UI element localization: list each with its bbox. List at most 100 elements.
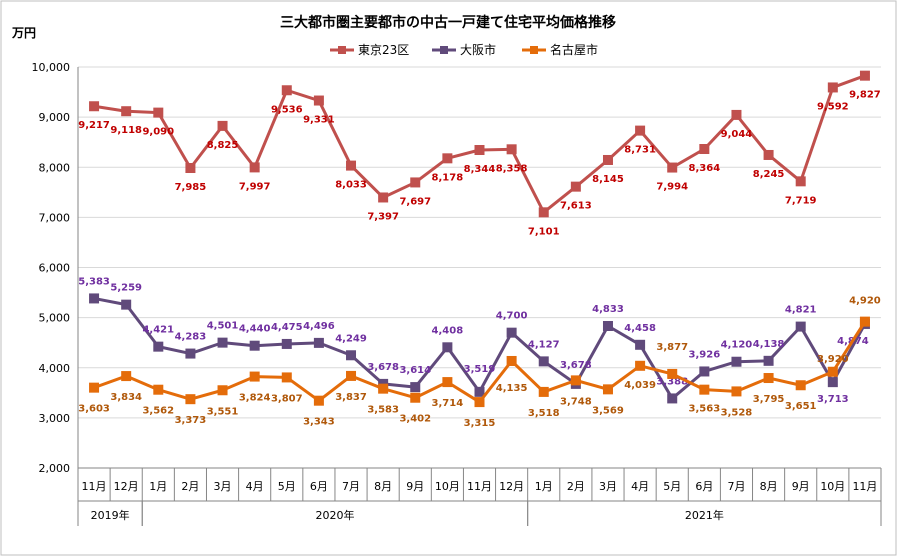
data-label: 4,440 [239,324,271,335]
series-0: 9,217 9,118 9,090 7,985 8,825 7,997 9,5369,331… [78,70,881,237]
data-label: 4,408 [432,325,464,336]
x-tick-label: 4月 [631,480,649,493]
data-label: 3,837 [335,392,367,403]
data-label: 3,920 [817,354,849,365]
data-label: 7,997 [239,181,271,192]
x-tick-label: 9月 [406,480,424,493]
x-tick-label: 8月 [760,480,778,493]
data-point [217,337,228,348]
x-tick-label: 6月 [310,480,328,493]
data-label: 7,697 [399,196,431,207]
x-tick-label: 11月 [852,480,877,493]
data-point [538,207,549,218]
data-label: 7,613 [560,201,592,212]
data-point [763,149,774,160]
data-point [570,181,581,192]
data-point [859,316,870,327]
data-label: 3,678 [367,362,399,373]
data-point [538,386,549,397]
data-point [699,384,710,395]
data-label: 5,383 [78,276,110,287]
data-point [153,107,164,118]
data-label: 8,364 [689,163,721,174]
data-label: 8,033 [335,180,367,191]
data-label: 8,145 [592,174,624,185]
x-axis: 11月 12月 1月 2月 3月 4月 5月 6月 7月 8月 9月 10月 11月 12月 1月 2月 3月 4… [77,467,882,526]
y-tick-label: 3,000 [39,412,71,425]
data-point [763,373,774,384]
x-tick-label: 8月 [374,480,392,493]
data-point [378,383,389,394]
x-tick-label: 5月 [278,480,296,493]
data-label: 9,592 [817,101,849,112]
data-point [346,370,357,381]
data-label: 3,583 [367,405,399,416]
data-point [249,340,260,351]
data-point [859,70,870,81]
data-label: 3,807 [271,393,303,404]
x-tick-label: 11月 [467,480,492,493]
data-point [667,162,678,173]
y-axis-unit: 万円 [11,26,36,40]
data-label: 4,501 [207,321,239,332]
data-point [185,163,196,174]
data-label: 3,562 [142,406,174,417]
data-point [667,393,678,404]
data-label: 4,700 [496,311,528,322]
data-label: 3,795 [753,394,785,405]
data-point [346,160,357,171]
data-point [763,355,774,366]
x-tick-label: 12月 [499,480,524,493]
data-point [795,176,806,187]
data-point [602,320,613,331]
y-tick-label: 2,000 [39,462,71,475]
x-tick-label: 6月 [695,480,713,493]
x-tick-label: 2月 [567,480,585,493]
data-label: 3,603 [78,404,110,415]
data-point [602,154,613,165]
data-label: 4,039 [624,380,656,391]
data-point [570,375,581,386]
data-point [506,144,517,155]
y-tick-label: 10,000 [32,61,71,74]
data-label: 9,217 [78,120,110,131]
data-point [474,386,485,397]
data-label: 9,331 [303,115,335,126]
data-point [699,366,710,377]
data-label: 3,519 [464,364,496,375]
legend: 東京23区 大阪市 名古屋市 [330,42,598,57]
data-point [699,144,710,155]
data-label: 3,678 [560,360,592,371]
data-point [89,382,100,393]
data-label: 4,283 [175,332,207,343]
legend-marker [338,46,346,54]
data-label: 3,926 [689,349,721,360]
data-point [827,366,838,377]
y-tick-label: 7,000 [39,211,71,224]
x-tick-label: 1月 [535,480,553,493]
data-label: 3,315 [464,418,496,429]
x-tick-label: 9月 [792,480,810,493]
year-label: 2019年 [91,508,130,522]
data-label: 3,614 [399,365,431,376]
data-point [313,95,324,106]
data-label: 8,344 [464,164,496,175]
data-label: 4,249 [335,333,367,344]
y-tick-label: 4,000 [39,362,71,375]
data-point [346,350,357,361]
year-label: 2020年 [315,508,354,522]
y-tick-label: 6,000 [39,262,71,275]
x-tick-label: 12月 [114,480,139,493]
data-point [313,337,324,348]
legend-label: 大阪市 [460,42,496,57]
data-point [442,153,453,164]
x-tick-label: 10月 [820,480,845,493]
data-point [442,342,453,353]
data-label: 8,358 [496,163,528,174]
data-label: 4,120 [721,340,753,351]
legend-label: 東京23区 [358,43,409,57]
data-point [442,377,453,388]
x-tick-label: 3月 [599,480,617,493]
